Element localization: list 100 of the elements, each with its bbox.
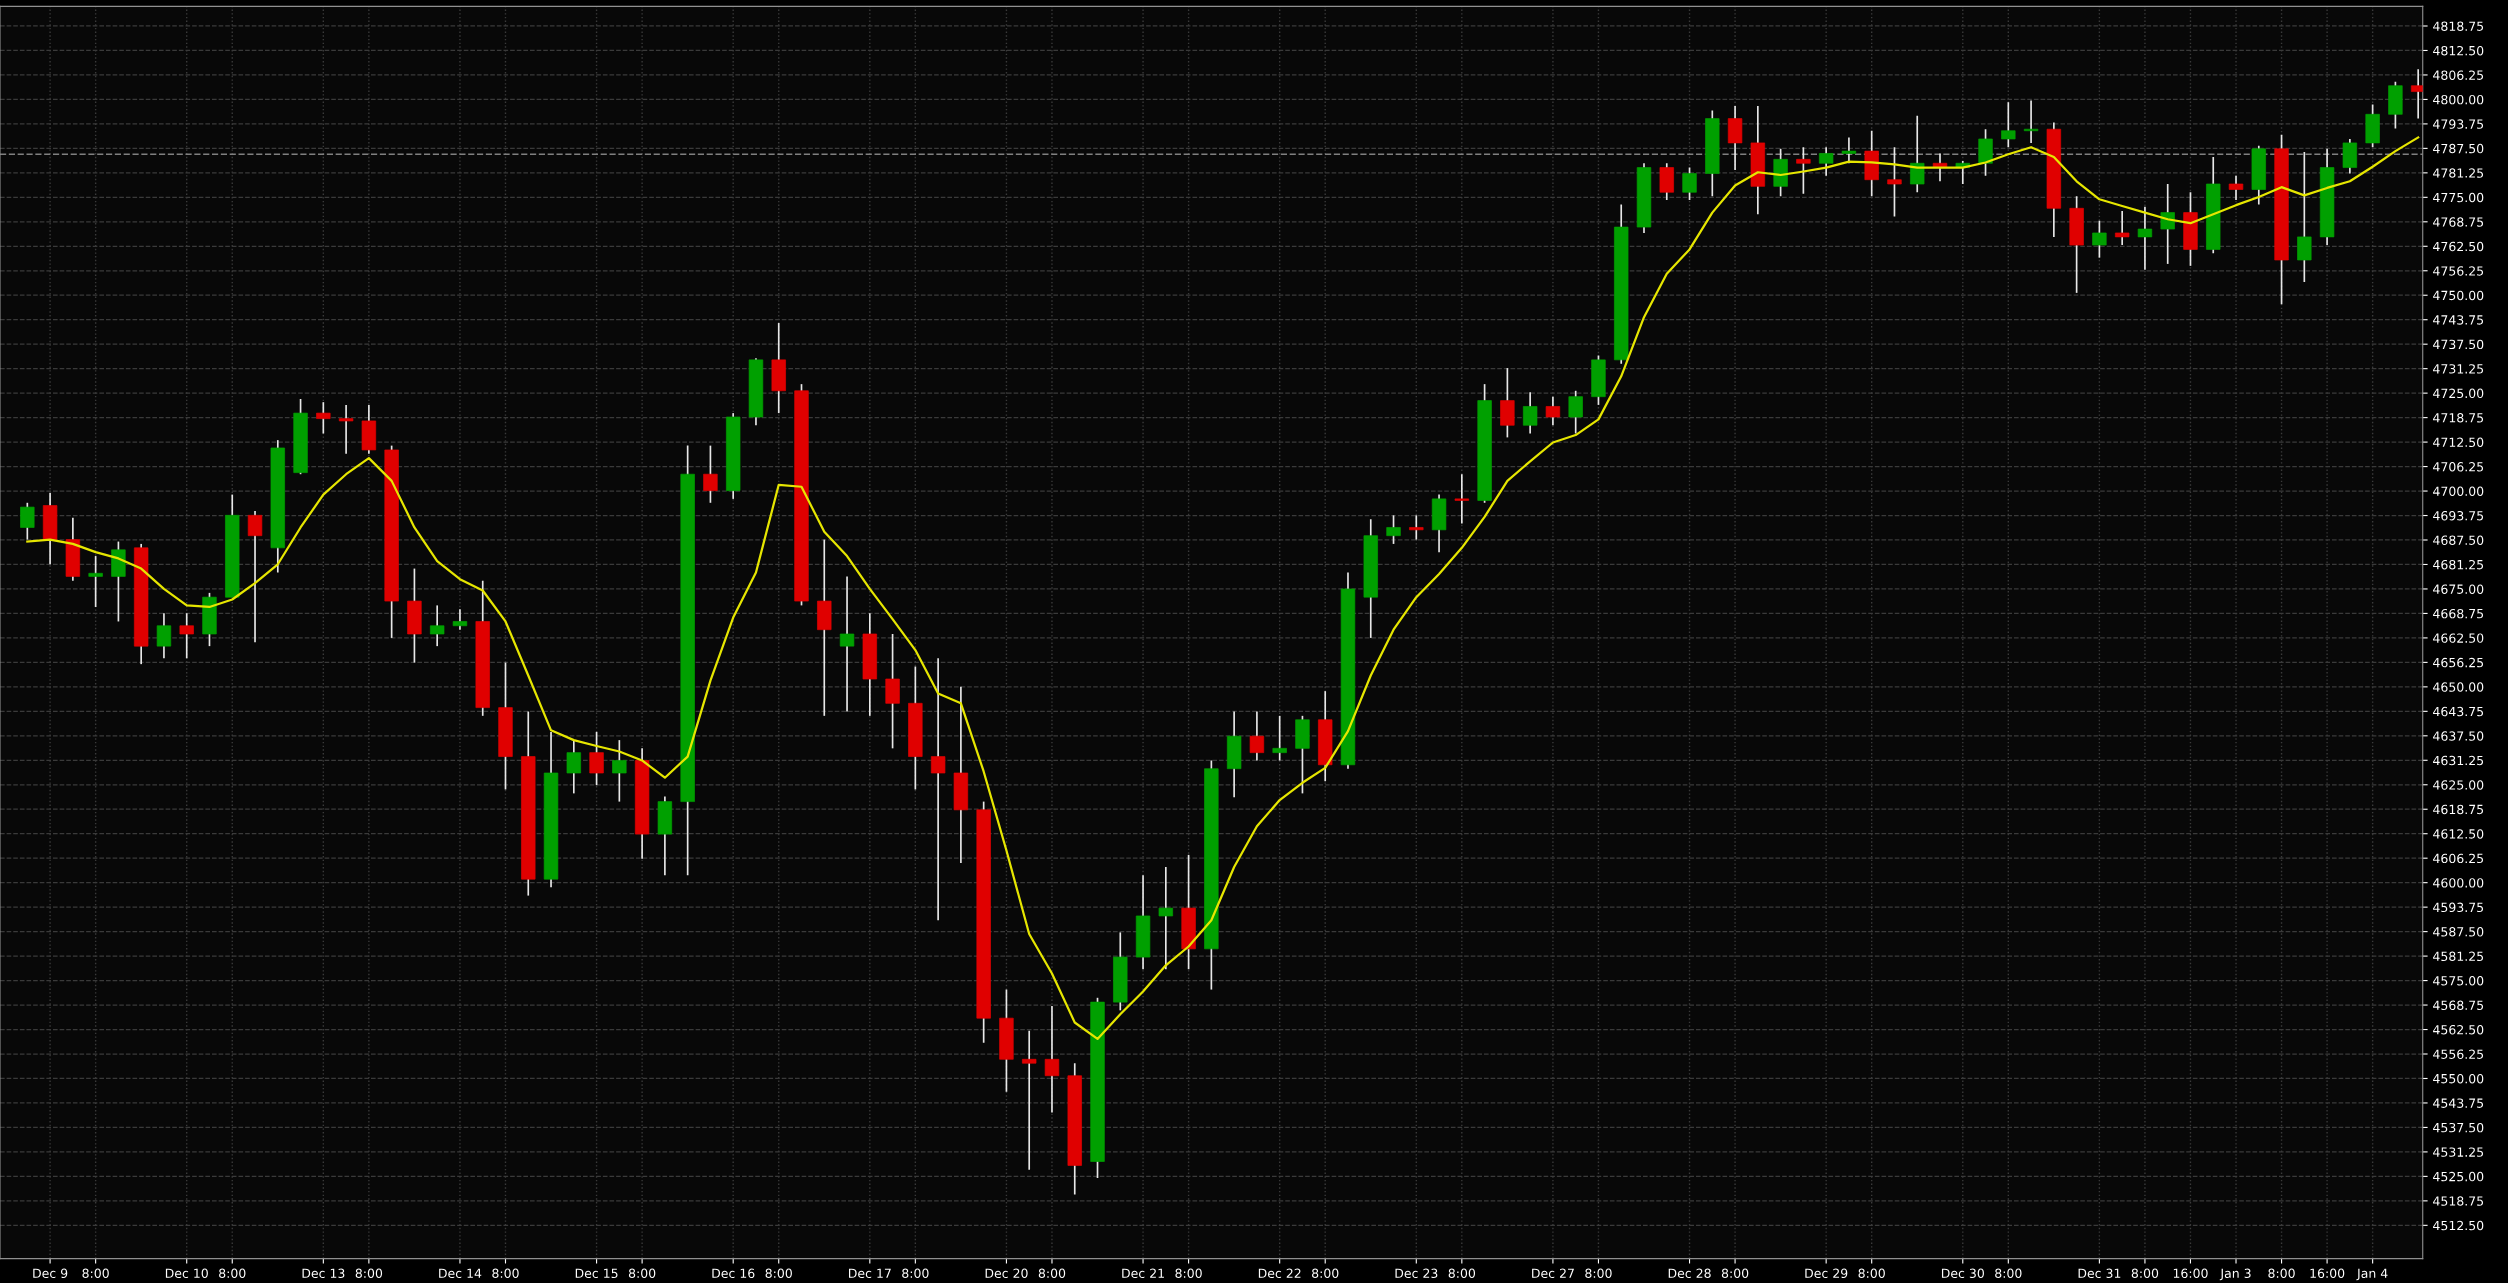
y-tick-label: 4818.75 (2433, 21, 2484, 31)
y-tick-label: 4800.00 (2433, 94, 2484, 105)
y-tick-label: 4593.75 (2433, 902, 2484, 913)
x-tick-label: 8:00 (902, 1268, 929, 1279)
y-tick-label: 4656.25 (2433, 657, 2484, 668)
x-tick-label: Dec 10 (165, 1268, 208, 1279)
x-tick-label: Dec 21 (1122, 1268, 1164, 1279)
y-tick-label: 4793.75 (2433, 119, 2484, 129)
candlestick (589, 731, 604, 786)
y-tick-label: 4787.50 (2433, 143, 2484, 154)
x-tick-label: Dec 9 (33, 1268, 68, 1279)
y-tick-label: 4556.25 (2433, 1049, 2484, 1059)
candlestick (1522, 391, 1538, 435)
x-tick-label: 8:00 (1175, 1268, 1202, 1279)
y-tick-label: 4743.75 (2433, 315, 2484, 325)
candlestick (179, 612, 194, 660)
y-tick-label: 4693.75 (2433, 510, 2484, 521)
y-tick-label: 4775.00 (2433, 192, 2484, 203)
x-tick-label: 8:00 (765, 1268, 792, 1279)
candlestick (430, 604, 445, 647)
candlestick (1454, 473, 1470, 525)
y-tick-label: 4531.25 (2433, 1147, 2484, 1157)
y-tick-label: 4756.25 (2433, 266, 2484, 276)
x-tick-label: 8:00 (628, 1268, 656, 1279)
x-tick-label: Jan 3 (2219, 1268, 2251, 1281)
y-tick-label: 4550.00 (2433, 1073, 2484, 1084)
candlestick (1887, 146, 1902, 218)
candlestick (703, 444, 718, 504)
candlestick (452, 608, 468, 631)
x-tick-label: 8:00 (1995, 1268, 2022, 1279)
candlestick (1249, 710, 1265, 762)
y-tick-label: 4512.50 (2433, 1220, 2484, 1231)
x-tick-label: 8:00 (2131, 1268, 2159, 1279)
candlestick (1158, 866, 1173, 971)
y-tick-label: 4687.50 (2433, 535, 2484, 545)
x-tick-label: 8:00 (1038, 1268, 1066, 1279)
candlestick (1044, 1005, 1060, 1114)
y-tick-label: 4537.50 (2433, 1122, 2484, 1133)
candlestick (1545, 395, 1561, 427)
x-tick-label: 8:00 (355, 1268, 383, 1279)
x-tick-label: Dec 17 (849, 1268, 891, 1279)
candlestick (930, 657, 946, 922)
x-tick-label: 8:00 (1721, 1268, 1749, 1279)
y-tick-label: 4625.00 (2433, 780, 2484, 790)
candlestick (156, 612, 172, 660)
line-series (26, 136, 2420, 1041)
y-tick-label: 4718.75 (2433, 413, 2484, 423)
candlestick (2092, 219, 2107, 259)
candlestick (88, 555, 103, 608)
x-tick-label: Dec 13 (302, 1268, 345, 1279)
y-tick-label: 4712.50 (2433, 437, 2484, 448)
candlestick (612, 739, 627, 803)
candlestick (1409, 514, 1424, 541)
y-tick-label: 4650.00 (2433, 682, 2484, 692)
y-tick-label: 4568.75 (2433, 1000, 2484, 1010)
y-tick-label: 4762.50 (2433, 241, 2484, 252)
y-tick-label: 4731.25 (2433, 364, 2484, 374)
x-tick-label: Dec 28 (1668, 1268, 1711, 1279)
x-tick-label: Dec 31 (2078, 1268, 2121, 1279)
y-tick-label: 4662.50 (2433, 633, 2484, 643)
y-tick-label: 4675.00 (2433, 584, 2484, 594)
candlestick (566, 739, 581, 795)
candlestick (2137, 205, 2153, 271)
candlestick (247, 510, 263, 644)
x-tick-label: Dec 27 (1532, 1268, 1574, 1279)
candlestick (2114, 210, 2130, 246)
x-tick-label: Dec 20 (985, 1268, 1028, 1279)
candlestick (20, 501, 35, 541)
y-tick-label: 4600.00 (2433, 878, 2484, 888)
y-tick-label: 4637.50 (2433, 731, 2484, 741)
x-tick-label: Jan 4 (2356, 1268, 2388, 1281)
x-tick-label: Dec 29 (1805, 1268, 1848, 1279)
y-tick-label: 4768.75 (2433, 217, 2484, 227)
candlestick (1272, 715, 1287, 762)
candlestick (1818, 146, 1834, 177)
candlestick (1682, 166, 1697, 201)
x-tick-label: Dec 22 (1258, 1268, 1301, 1279)
candlestick (2297, 151, 2312, 283)
y-tick-label: 4525.00 (2433, 1171, 2484, 1182)
y-tick-label: 4681.25 (2433, 559, 2484, 570)
y-tick-label: 4518.75 (2433, 1196, 2484, 1206)
x-tick-label: 16:00 (2173, 1268, 2208, 1279)
y-tick-label: 4750.00 (2433, 290, 2484, 301)
y-tick-label: 4618.75 (2433, 804, 2484, 815)
x-tick-label: Dec 16 (712, 1268, 755, 1279)
y-tick-label: 4562.50 (2433, 1025, 2484, 1035)
y-tick-label: 4781.25 (2433, 168, 2484, 178)
y-tick-label: 4575.00 (2433, 976, 2484, 986)
candlestick (2160, 183, 2175, 265)
x-tick-label: Dec 15 (575, 1268, 618, 1279)
y-tick-label: 4606.25 (2433, 853, 2484, 864)
candlestick (1386, 514, 1401, 545)
y-tick-label: 4706.25 (2433, 462, 2484, 472)
candlestick (839, 575, 855, 713)
candlestick (316, 401, 331, 435)
candlestick (1022, 1029, 1037, 1171)
candlestick (1568, 389, 1583, 435)
candlestick (2001, 101, 2016, 149)
y-tick-label: 4643.75 (2433, 706, 2484, 717)
candlestick (1796, 146, 1811, 195)
